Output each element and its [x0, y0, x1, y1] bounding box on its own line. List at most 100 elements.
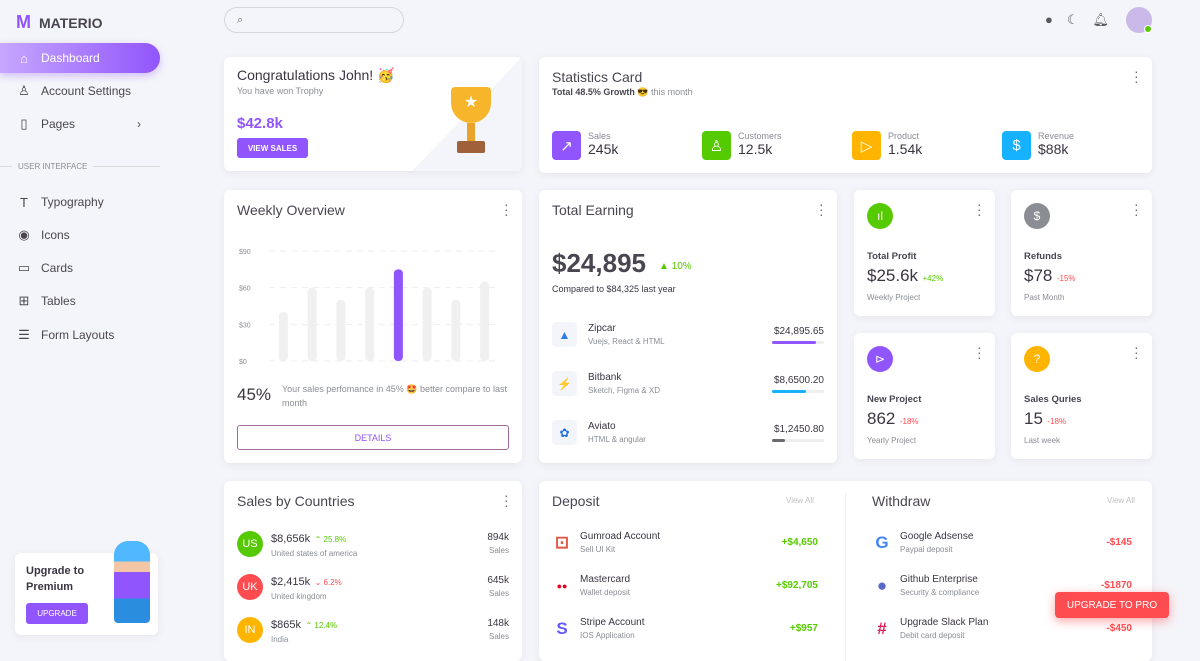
earning-progress-bar — [772, 389, 824, 393]
form-icon: ☰ — [18, 327, 30, 342]
stats-title: Statistics Card — [552, 69, 643, 85]
congrats-subtitle: You have won Trophy — [237, 86, 324, 96]
country-avatar: IN — [237, 616, 263, 643]
typography-icon: T — [20, 194, 28, 210]
zipcar-icon: ▲ — [552, 322, 577, 347]
help-circle-icon: ? — [1024, 346, 1050, 372]
country-row: UK $2,415k ⌄ 6.2% United kingdom 645k Sal… — [237, 572, 509, 601]
total-earning-card: Total Earning · · · $24,895 ▲ 10% Compared… — [539, 190, 837, 463]
moon-icon[interactable]: ☾ — [1066, 12, 1079, 27]
user-avatar[interactable] — [1126, 7, 1152, 33]
mini-stat-card: ıl · · · Total Profit $25.6k +42% Weekly P… — [854, 190, 995, 316]
bar — [278, 312, 288, 361]
section-header: USER INTERFACE — [0, 162, 160, 171]
bar — [307, 287, 317, 361]
label-icon: ⊳ — [867, 346, 893, 372]
nav-label: Tables — [41, 294, 76, 308]
deposit-withdraw-card: Deposit View All Withdraw View All ⊡ Gum… — [539, 481, 1152, 661]
stats-subtitle: Total 48.5% Growth 😎 this month — [552, 87, 693, 97]
more-options-icon[interactable]: · · · — [1134, 196, 1139, 222]
stat-product: ▷ Product 1.54k — [852, 131, 1002, 160]
materio-logo-icon: M — [16, 12, 31, 32]
search-input[interactable]: ⌕ — [224, 7, 404, 33]
sidebar-item-typography[interactable]: T Typography — [0, 187, 160, 217]
table-icon: ⊞ — [18, 293, 30, 308]
withdraw-item: G Google Adsense Paypal deposit -$145 — [872, 531, 1132, 554]
view-sales-button[interactable]: VIEW SALES — [237, 138, 308, 158]
eye-icon: ◉ — [18, 227, 30, 242]
stats-items: ↗ Sales 245k ♙ Customers 12.5k ▷ Product 1.54k… — [552, 131, 1152, 160]
sidebar-item-pages[interactable]: ▯ Pages › — [0, 109, 160, 139]
nav-label: Typography — [41, 195, 104, 209]
bell-icon[interactable]: 🔔︎ — [1092, 12, 1110, 27]
chevron-right-icon: › — [137, 117, 141, 131]
bar — [422, 287, 432, 361]
sidebar-item-dashboard[interactable]: ⌂ Dashboard — [0, 43, 160, 73]
details-button[interactable]: DETAILS — [237, 425, 509, 450]
more-options-icon[interactable]: · · · — [1134, 339, 1139, 365]
weekly-title: Weekly Overview — [237, 202, 345, 218]
weekly-text: Your sales perfomance in 45% 🤩 better co… — [282, 384, 507, 408]
home-icon: ⌂ — [20, 50, 28, 66]
bar — [365, 287, 375, 361]
label-icon: ▷ — [852, 131, 881, 160]
deposit-view-all-link[interactable]: View All — [786, 496, 814, 505]
divider — [845, 493, 846, 661]
nav-label: Cards — [41, 261, 74, 275]
sidebar-item-icons[interactable]: ◉ Icons — [0, 220, 160, 250]
more-options-icon[interactable]: · · · — [504, 487, 509, 513]
congrats-title: Congratulations John! 🥳 — [237, 67, 395, 83]
withdraw-item: ● Github Enterprise Security & compliance… — [872, 574, 1132, 597]
y-tick-label: $60 — [239, 286, 251, 293]
country-avatar: US — [237, 530, 263, 557]
file-icon: ▯ — [20, 116, 28, 131]
y-tick-label: $0 — [239, 359, 247, 366]
deposit-title: Deposit — [552, 493, 600, 509]
github-icon[interactable]: ● — [1045, 12, 1053, 27]
congrats-amount: $42.8k — [237, 115, 283, 132]
earning-title: Total Earning — [552, 202, 634, 218]
statistics-card: Statistics Card Total 48.5% Growth 😎 thi… — [539, 57, 1152, 173]
sidebar-item-cards[interactable]: ▭ Cards — [0, 253, 160, 283]
more-options-icon[interactable]: · · · — [1134, 63, 1139, 89]
upgrade-title-2: Premium — [26, 581, 74, 593]
sidebar-item-form-layouts[interactable]: ☰ Form Layouts — [0, 320, 160, 350]
withdraw-item: # Upgrade Slack Plan Debit card deposit -… — [872, 617, 1132, 640]
weekly-percent: 45% — [237, 385, 272, 404]
country-avatar: UK — [237, 573, 263, 600]
mini-stat-card: ? · · · Sales Quries 15 -18% Last week — [1011, 333, 1152, 459]
arrow-up-icon: ▲ — [659, 261, 669, 272]
nav-label: Account Settings — [41, 84, 132, 98]
country-row: IN $865k ⌃ 12.4% India 148k Sales — [237, 615, 509, 644]
country-row: US $8,656k ⌃ 25.8% United states of amer… — [237, 529, 509, 558]
nav-label: Dashboard — [41, 51, 100, 65]
trophy-icon: ★ — [446, 87, 496, 159]
brand-name: MATERIO — [39, 14, 103, 31]
earning-progress-bar — [772, 340, 824, 344]
gumroad-icon: ⊡ — [554, 532, 570, 552]
trending-up-icon: ↗ — [552, 131, 581, 160]
brand-logo[interactable]: M MATERIO — [16, 12, 103, 33]
upgrade-to-pro-button[interactable]: UPGRADE TO PRO — [1055, 592, 1169, 618]
bar — [393, 269, 403, 361]
more-options-icon[interactable]: · · · — [504, 196, 509, 222]
y-tick-label: $90 — [239, 249, 251, 256]
avatar-illustration — [114, 541, 150, 623]
nav-label: Icons — [41, 228, 70, 242]
deposit-item: S Stripe Account IOS Application +$957 — [552, 617, 818, 640]
credit-card-icon: ▭ — [17, 260, 31, 275]
stat-revenue: $ Revenue $88k — [1002, 131, 1152, 160]
earning-progress-bar — [772, 438, 824, 442]
more-options-icon[interactable]: · · · — [819, 196, 824, 222]
sidebar-item-account-settings[interactable]: ♙ Account Settings — [0, 76, 160, 106]
earning-item: ⚡ Bitbank Sketch, Figma & XD $8,6500.20 — [552, 371, 824, 396]
stat-sales: ↗ Sales 245k — [552, 131, 702, 160]
more-options-icon[interactable]: · · · — [977, 339, 982, 365]
upgrade-button[interactable]: UPGRADE — [26, 603, 88, 624]
chevron-up-icon: ⌃ — [305, 621, 313, 630]
withdraw-view-all-link[interactable]: View All — [1107, 496, 1135, 505]
sidebar-item-tables[interactable]: ⊞ Tables — [0, 286, 160, 316]
chart-bar-icon: ıl — [867, 203, 893, 229]
slack-icon: # — [877, 618, 887, 638]
more-options-icon[interactable]: · · · — [977, 196, 982, 222]
